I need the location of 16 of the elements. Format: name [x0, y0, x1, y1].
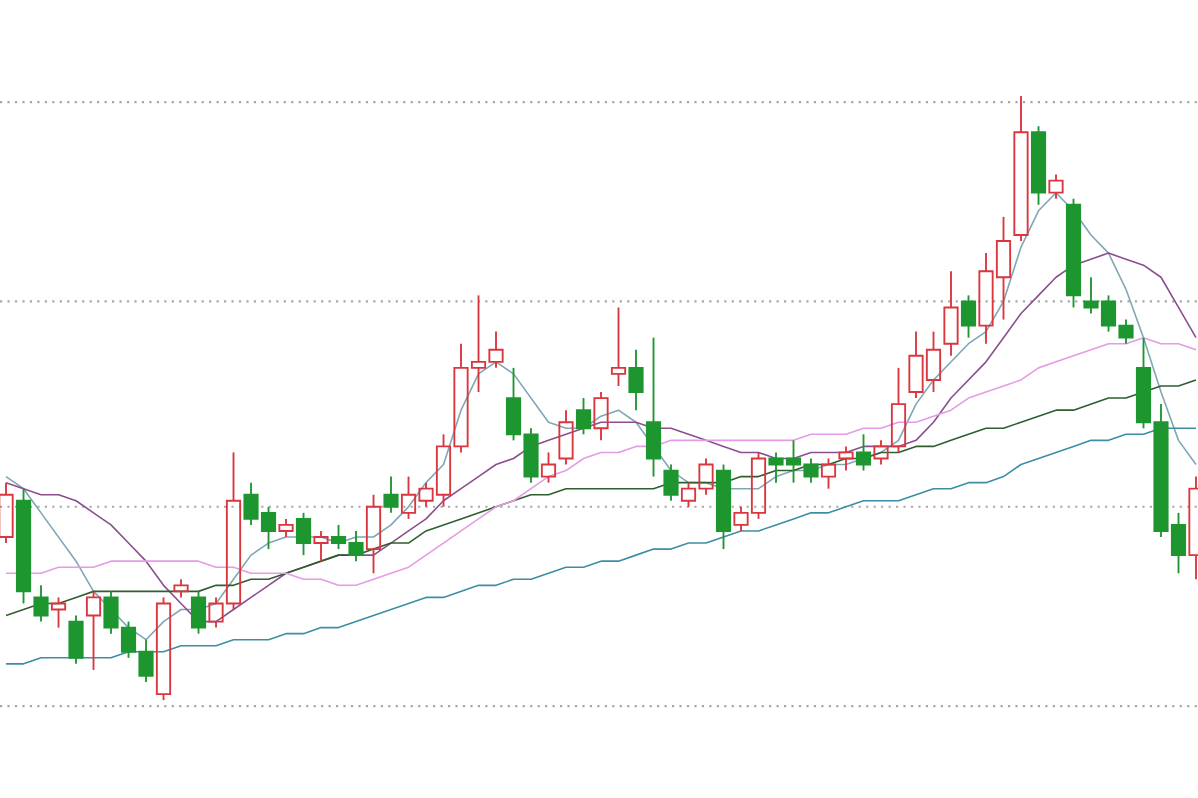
candlestick	[628, 348, 644, 412]
candlestick	[645, 336, 662, 478]
candlestick	[278, 517, 294, 538]
candlestick	[33, 584, 49, 623]
candlestick	[1013, 95, 1029, 242]
candlestick	[558, 409, 574, 466]
candlestick	[313, 530, 329, 563]
candlestick	[0, 481, 14, 544]
candlestick	[663, 463, 679, 502]
candlestick	[838, 445, 854, 472]
candlestick	[593, 391, 609, 442]
candlestick	[173, 578, 189, 599]
candlestick	[68, 614, 84, 665]
candlestick	[383, 475, 399, 514]
candlestick	[1048, 173, 1064, 200]
candlestick	[943, 270, 959, 357]
